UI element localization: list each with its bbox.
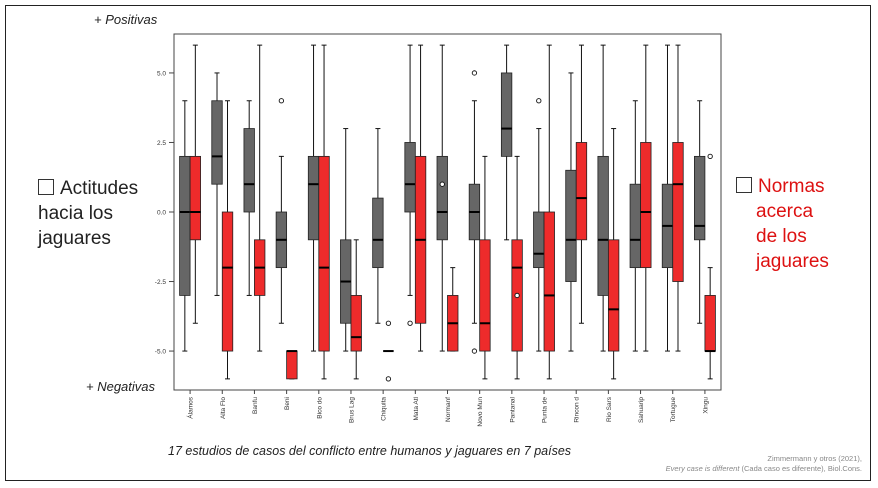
attitude-box: [307, 155, 320, 241]
x-tick-label: Álamos: [186, 396, 195, 418]
norm-box: [479, 239, 491, 352]
y-tick-label: 5.0: [157, 70, 166, 77]
attitude-box: [436, 155, 448, 241]
outlier-point: [707, 153, 713, 160]
legend-norms-line3: de los: [756, 226, 807, 247]
legend-norms: Normas acerca de los jaguares: [736, 174, 829, 274]
credit-line1: Zimmermann y otros (2021),: [767, 454, 862, 463]
norm-box: [286, 350, 298, 380]
x-tick-label: Chiquita: [381, 397, 388, 421]
norm-box: [318, 155, 330, 352]
positive-label: + Positivas: [94, 12, 158, 27]
legend-norms-line1: Normas: [758, 176, 825, 197]
negative-label: + Negativas: [86, 379, 156, 394]
norm-box: [189, 155, 201, 241]
legend-attitudes-swatch: [38, 179, 54, 195]
x-tick-label: Xingu: [702, 397, 709, 414]
attitude-box: [597, 155, 609, 296]
outlier-point: [278, 98, 285, 104]
boxplot-chart: 5.0 2.5 0.0 -2.5 -5.0 Álamos Alta Flo Banfu Beni…: [155, 33, 722, 427]
legend-attitudes-line2: hacia los: [38, 203, 113, 224]
attitude-box: [243, 128, 255, 213]
x-tick-label: Pantanal: [509, 396, 516, 422]
attitude-box: [694, 155, 706, 241]
x-tick-label: Brus Lag: [348, 397, 355, 423]
x-tick-label: Rio Sars: [606, 396, 613, 422]
credit: Zimmermann y otros (2021), Every case is…: [532, 454, 862, 474]
norm-box: [221, 211, 234, 352]
x-tick-label: Punta de: [542, 397, 549, 423]
attitude-box: [565, 169, 577, 282]
legend-attitudes: Actitudes hacia los jaguares: [38, 176, 138, 251]
x-tick-label: Alta Flo: [220, 397, 227, 419]
attitude-box: [404, 142, 416, 213]
x-tick-label: Novo Mun: [477, 397, 484, 427]
outlier-point: [385, 320, 392, 326]
legend-norms-line4: jaguares: [756, 251, 829, 272]
x-tick-label: Normanf: [445, 397, 452, 422]
slide: + Positivas + Negativas Actitudes hacia …: [5, 5, 871, 481]
outlier-point: [471, 70, 478, 76]
x-tick-label: Banfu: [252, 397, 259, 414]
x-tick-label: Beni: [284, 397, 291, 410]
y-tick-label: -2.5: [155, 279, 167, 286]
y-tick-label: 0.0: [157, 210, 166, 217]
attitude-box: [372, 197, 384, 269]
legend-attitudes-line1: Actitudes: [60, 178, 139, 199]
attitude-box: [500, 72, 513, 157]
norm-box: [704, 295, 716, 352]
norm-box: [607, 239, 620, 352]
x-tick-label: Rincon d: [574, 397, 581, 423]
norm-box: [672, 142, 684, 282]
credit-title: Every case is different: [665, 464, 740, 473]
attitude-box: [211, 100, 223, 185]
outlier-point: [471, 348, 478, 354]
legend-norms-line2: acerca: [756, 201, 814, 222]
outlier-point: [385, 376, 392, 382]
attitude-box: [629, 183, 641, 269]
x-tick-label: Mata Atl: [413, 396, 420, 420]
attitude-box: [179, 155, 191, 296]
caption: 17 estudios de casos del conflicto entre…: [168, 444, 572, 458]
outlier-point: [514, 292, 520, 299]
norm-box: [350, 295, 362, 352]
outlier-point: [439, 181, 445, 187]
y-tick-label: 2.5: [157, 140, 166, 147]
legend-norms-swatch: [736, 177, 752, 193]
x-tick-label: Sahuarip: [638, 397, 645, 423]
norm-box: [575, 142, 588, 241]
legend-attitudes-line3: jaguares: [38, 228, 111, 249]
x-tick-label: Bico do: [316, 397, 323, 419]
outlier-point: [407, 320, 413, 326]
y-tick-label: -5.0: [155, 349, 167, 356]
x-tick-label: Tortugue: [670, 397, 677, 423]
norm-box: [640, 142, 652, 269]
norm-box: [543, 211, 555, 352]
outlier-point: [536, 98, 542, 104]
credit-rest: (Cada caso es diferente), Biol.Cons.: [739, 464, 862, 473]
attitude-box: [533, 211, 545, 269]
